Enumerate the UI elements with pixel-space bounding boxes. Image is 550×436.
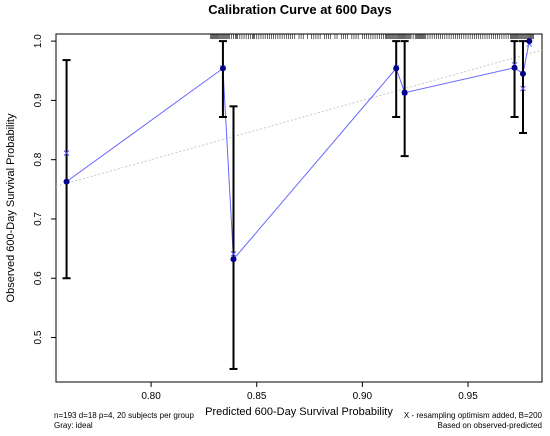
x-tick-label-2: 0.90: [353, 391, 373, 402]
error-bar-3: [392, 40, 401, 118]
error-bar-0: [62, 59, 71, 280]
y-tick-label-3: 0.8: [33, 152, 44, 166]
corrected-marker-6: [520, 85, 526, 92]
x-axis-label: Predicted 600-Day Survival Probability: [205, 406, 393, 418]
rug-marks: [209, 34, 534, 39]
corrected-marker-0: [63, 150, 70, 157]
y-axis-label: Observed 600-Day Survival Probability: [5, 113, 17, 302]
footnote-right-2: Based on observed-predicted: [437, 421, 542, 430]
x-tick-label-0: 0.80: [141, 391, 161, 402]
y-tick-label-1: 0.6: [33, 271, 44, 285]
observed-point-3: [393, 65, 400, 72]
corrected-marker-stroke-b-0: [63, 150, 70, 157]
footnote-left-2: Gray: ideal: [54, 421, 93, 430]
error-bar-5: [510, 40, 519, 118]
x-axis: 0.80 0.85 0.90 0.95: [141, 382, 478, 402]
chart-title: Calibration Curve at 600 Days: [208, 2, 392, 17]
observed-point-7: [526, 38, 533, 45]
observed-polyline: [66, 41, 530, 261]
y-tick-label-5: 1.0: [33, 34, 44, 48]
observed-point-5: [511, 64, 518, 71]
error-bars: [62, 40, 527, 370]
observed-point-6: [519, 70, 526, 77]
observed-points: [63, 38, 533, 263]
observed-point-0: [63, 178, 70, 185]
corrected-marker-stroke-b-2: [230, 251, 237, 257]
y-axis: 0.5 0.6 0.7 0.8 0.9 1.0: [33, 34, 56, 344]
y-tick-label-0: 0.5: [33, 330, 44, 344]
observed-point-1: [219, 65, 226, 72]
corrected-marker-stroke-b-6: [520, 85, 526, 92]
corrected-markers: [63, 41, 533, 257]
observed-point-2: [230, 256, 237, 263]
corrected-marker-2: [230, 251, 237, 257]
error-bar-6: [518, 40, 527, 135]
ideal-line: [55, 49, 543, 187]
y-tick-label-2: 0.7: [33, 212, 44, 226]
x-tick-label-1: 0.85: [247, 391, 267, 402]
observed-point-4: [401, 89, 408, 96]
x-tick-label-3: 0.95: [458, 391, 478, 402]
plot-frame: [55, 33, 543, 383]
observed-line: [66, 41, 530, 261]
error-bar-4: [400, 40, 409, 158]
footnote-left-1: n=193 d=18 p=4, 20 subjects per group: [54, 411, 194, 420]
error-bar-2: [229, 105, 238, 370]
error-bar-1: [218, 40, 227, 118]
y-tick-label-4: 0.9: [33, 93, 44, 107]
footnote-right-1: X - resampling optimism added, B=200: [404, 411, 543, 420]
